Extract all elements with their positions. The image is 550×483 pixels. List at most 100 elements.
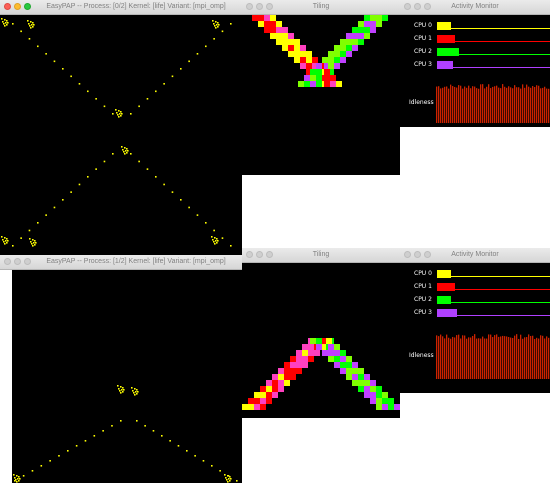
idleness-bar [450,84,452,123]
zoom-button[interactable] [424,251,431,258]
idleness-bar [496,334,498,379]
live-cell [202,460,205,462]
tile [340,350,346,356]
close-button[interactable] [404,251,411,258]
live-cell [78,183,81,186]
tile [346,39,352,45]
cpu-load-bar [437,296,451,304]
tile [302,350,308,356]
live-cell [17,478,19,480]
cpu-row: CPU 2 [404,295,550,305]
tile [336,81,342,87]
tiling-titlebar-bottom[interactable]: Tiling [242,248,400,263]
tile [314,350,320,356]
tiling-window-bottom[interactable]: Tiling [242,248,400,418]
minimize-button[interactable] [256,251,263,258]
tile [364,386,370,392]
close-button[interactable] [4,3,11,10]
tile [254,398,260,404]
close-button[interactable] [246,3,253,10]
idleness-bar [468,337,470,379]
cpu-load-bar [437,48,459,56]
close-button[interactable] [246,251,253,258]
zoom-button[interactable] [24,3,31,10]
idleness-bar [500,88,502,123]
tile [328,51,334,57]
idleness-bar [458,334,460,379]
zoom-button[interactable] [24,258,31,265]
idleness-bar [452,86,454,123]
tile [376,392,382,398]
minimize-button[interactable] [414,251,421,258]
cpu-label: CPU 0 [414,270,432,277]
zoom-button[interactable] [266,251,273,258]
tile [276,33,282,39]
tile [316,75,322,81]
tile [264,15,270,21]
idleness-bar [520,334,522,379]
close-button[interactable] [404,3,411,10]
idleness-bar [508,337,510,379]
zoom-button[interactable] [424,3,431,10]
monitor-titlebar-top[interactable]: Activity Monitor [400,0,550,15]
monitor-titlebar-bottom[interactable]: Activity Monitor [400,248,550,263]
minimize-button[interactable] [256,3,263,10]
activity-monitor-top[interactable]: Activity Monitor CPU 0 CPU 1 CPU 2 CPU 3 Idl… [400,0,550,127]
tile [310,338,316,344]
live-cell [213,23,215,25]
live-cell [62,199,64,201]
minimize-button[interactable] [14,258,21,265]
easypap-titlebar-bottom[interactable]: EasyPAP -- Process: [1/2] Kernel: [life]… [0,255,242,270]
window-title: EasyPAP -- Process: [1/2] Kernel: [life]… [46,258,226,265]
live-cell [120,386,122,388]
idleness-bar [440,88,442,123]
tile [382,398,388,404]
live-cell [136,393,138,395]
live-cell [226,479,228,481]
minimize-button[interactable] [14,3,21,10]
cpu-load-track [437,54,550,55]
cpu-label: CPU 2 [414,296,432,303]
tile [308,356,314,362]
idleness-bar [456,335,458,379]
idleness-bar [534,338,536,379]
activity-monitor-bottom[interactable]: Activity Monitor CPU 0 CPU 1 CPU 2 CPU 3 Idl… [400,248,550,393]
tile [242,404,248,410]
live-cell [214,237,216,239]
live-cell [219,470,221,472]
live-cell [217,240,219,242]
tiling-canvas-top [242,15,400,175]
close-button[interactable] [4,258,11,265]
live-cell [134,388,136,390]
tile [276,39,282,45]
tile [284,374,290,380]
idleness-bar [544,338,546,379]
live-cell [32,22,34,24]
live-cell [14,477,16,479]
live-cell [15,479,17,481]
tile [316,344,322,350]
tile [260,386,266,392]
idleness-bar [490,88,492,123]
live-cell [4,243,6,245]
live-cell [205,222,207,224]
idleness-bar [514,85,516,123]
live-cell [95,98,97,100]
zoom-button[interactable] [266,3,273,10]
easypap-window-bottom[interactable]: EasyPAP -- Process: [1/2] Kernel: [life]… [0,255,242,483]
idleness-bar [516,87,518,123]
idleness-bar [496,85,498,123]
idleness-bar [458,85,460,123]
idleness-bar [526,337,528,379]
tiling-titlebar-top[interactable]: Tiling [242,0,400,15]
idleness-bar [436,86,438,123]
tiling-window-top[interactable]: Tiling [242,0,400,175]
easypap-titlebar-top[interactable]: EasyPAP -- Process: [0/2] Kernel: [life]… [0,0,242,15]
live-cell [122,391,124,393]
live-cell [119,390,121,392]
minimize-button[interactable] [414,3,421,10]
tile [358,33,364,39]
live-cell [221,30,224,33]
idleness-bar [534,86,536,123]
easypap-window-top[interactable]: EasyPAP -- Process: [0/2] Kernel: [life]… [0,0,242,255]
